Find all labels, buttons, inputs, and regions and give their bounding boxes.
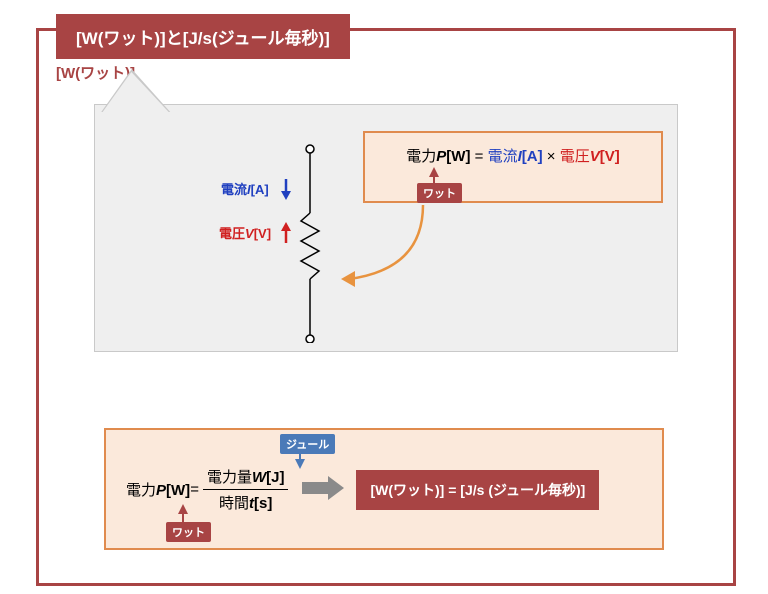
current-label: 電流I[A] (221, 179, 269, 198)
joule-tag: ジュール (280, 434, 335, 454)
result-box: [W(ワット)] = [J/s (ジュール毎秒)] (356, 470, 599, 510)
voltage-arrow-icon (279, 221, 293, 245)
current-arrow-icon (279, 177, 293, 201)
down-arrow-icon (295, 459, 305, 469)
implies-arrow-icon (302, 474, 346, 506)
power-formula-box: 電力P[W] = 電流I[A] × 電圧V[V] ワット (363, 131, 663, 203)
curve-arrow-icon (335, 199, 445, 299)
title-badge: [W(ワット)]と[J/s(ジュール毎秒)] (56, 14, 350, 59)
power-energy-formula: 電力P[W] = 電力量W[J] 時間t[s] [W(ワット)] = [J/s … (126, 466, 599, 513)
circuit-diagram (295, 143, 325, 343)
grey-panel: 電流I[A] 電圧V[V] 電力P[W] = 電流I[A] × 電圧V[V] ワ… (94, 104, 678, 352)
speech-tail (103, 72, 180, 112)
power-formula: 電力P[W] = 電流I[A] × 電圧V[V] (406, 145, 619, 166)
voltage-label: 電圧V[V] (219, 223, 271, 242)
watt-tag-2: ワット (166, 522, 211, 542)
power-energy-box: 電力P[W] = 電力量W[J] 時間t[s] [W(ワット)] = [J/s … (104, 428, 664, 550)
